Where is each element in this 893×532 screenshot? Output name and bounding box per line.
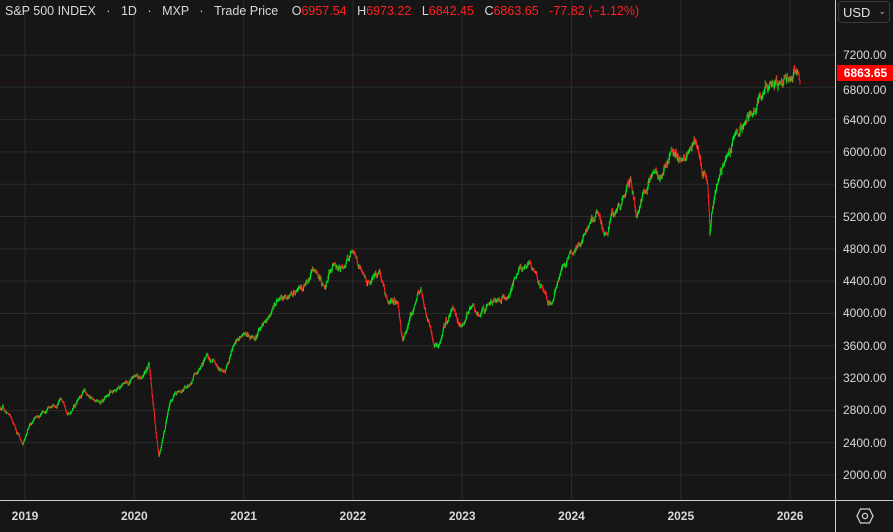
interval[interactable]: 1D: [120, 4, 137, 18]
x-tick-label: 2022: [339, 509, 367, 523]
y-tick-label: 4800.00: [843, 241, 887, 256]
x-tick-label: 2019: [11, 509, 39, 523]
open-value: 6957.54: [301, 4, 347, 18]
x-tick-label: 2023: [448, 509, 476, 523]
price-chart[interactable]: [0, 0, 835, 500]
y-tick-label: 3600.00: [843, 338, 887, 353]
y-tick-label: 4000.00: [843, 306, 887, 321]
close-value: 6863.65: [493, 4, 539, 18]
y-tick-label: 6800.00: [843, 83, 887, 97]
currency-button[interactable]: USD ⌄: [838, 1, 890, 23]
x-tick-label: 2025: [667, 509, 695, 523]
axis-corner: [835, 500, 893, 532]
chevron-down-icon: ⌄: [878, 6, 886, 16]
y-tick-label: 4400.00: [843, 274, 887, 289]
low-value: 6842.45: [428, 4, 474, 18]
y-tick-label: 7200.00: [843, 48, 887, 62]
exchange: MXP: [162, 4, 189, 18]
y-tick-label: 2800.00: [843, 403, 887, 418]
change-value: -77.82: [549, 4, 585, 18]
y-tick-label: 2000.00: [843, 468, 887, 482]
y-tick-label: 3200.00: [843, 371, 887, 386]
x-tick-label: 2020: [120, 509, 148, 523]
settings-hexagon-icon[interactable]: [856, 507, 874, 525]
last-price-label: 6863.65: [837, 65, 893, 81]
symbol-name: S&P 500 INDEX: [5, 4, 96, 18]
y-tick-label: 5600.00: [843, 177, 887, 192]
y-tick-label: 2400.00: [843, 435, 887, 450]
high-value: 6973.22: [366, 4, 412, 18]
price-axis[interactable]: USD ⌄ 2000.00 2400.00 2800.00 3200.00 3600.0…: [835, 0, 893, 500]
price-type: Trade Price: [214, 4, 279, 18]
x-tick-label: 2024: [558, 509, 585, 523]
change-percent: (−1.12%): [588, 4, 640, 18]
time-axis[interactable]: 2019 2020 2021 2022 2023 2024 2025 2026: [0, 500, 835, 532]
x-tick-label: 2026: [776, 509, 804, 523]
y-tick-label: 6000.00: [843, 144, 887, 159]
chart-legend: S&P 500 INDEX · 1D · MXP · Trade Price O…: [5, 4, 640, 18]
x-tick-label: 2021: [230, 509, 257, 523]
y-tick-label: 5200.00: [843, 209, 887, 224]
y-tick-label: 6400.00: [843, 112, 887, 127]
